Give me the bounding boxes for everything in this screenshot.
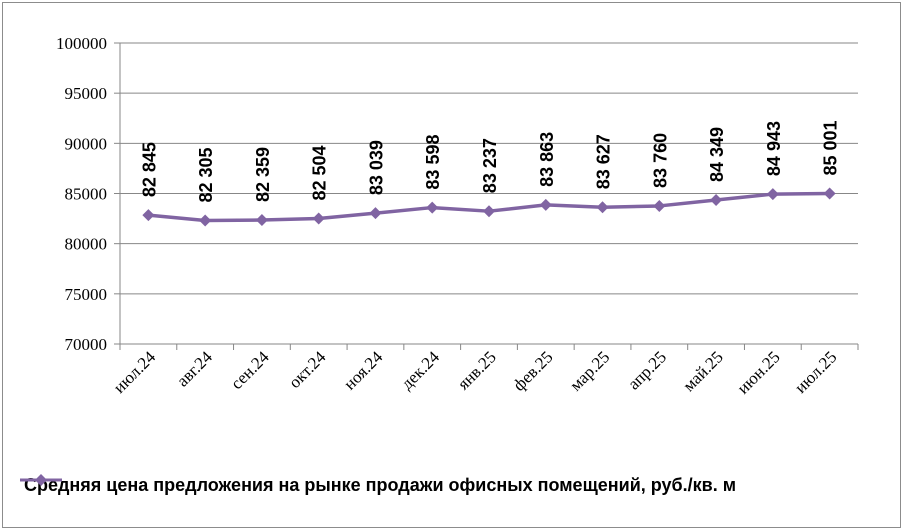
data-label: 84 943 [764,121,784,176]
series-markers [142,187,836,227]
data-point-marker [539,198,552,211]
data-label: 83 627 [594,134,614,189]
data-labels: 82 845 82 305 82 359 82 504 83 039 83 598 83 2… [139,120,840,202]
data-label: 82 504 [310,145,330,200]
data-point-marker [142,209,155,222]
data-label: 83 598 [423,135,443,190]
y-tick-label: 85000 [65,185,108,204]
data-point-marker [199,214,212,227]
data-label: 82 305 [196,147,216,202]
y-tick-label: 90000 [65,134,108,153]
data-label: 82 359 [253,147,273,202]
x-tick-label: май.25 [679,347,727,395]
x-tick-label: окт.24 [285,347,330,392]
data-point-marker [483,205,495,218]
data-label: 83 237 [480,138,500,193]
y-axis-ticks: 70000 75000 80000 85000 90000 95000 100000 [56,34,120,354]
y-tick-label: 75000 [65,285,108,304]
x-tick-label: сен.24 [227,347,273,393]
y-tick-label: 95000 [65,84,108,103]
legend-marker-icon [20,474,62,486]
legend: Средняя цена предложения на рынке продаж… [18,470,736,500]
data-point-marker [369,207,382,220]
x-tick-label: мар.25 [566,347,613,394]
x-axis-ticks: июл.24 авг.24 сен.24 окт.24 ноя.24 дек.24 янв.… [110,344,859,398]
legend-label: Средняя цена предложения на рынке продаж… [24,474,737,495]
y-tick-label: 70000 [65,335,108,354]
x-tick-label: июн.25 [733,347,783,397]
data-point-marker [653,199,666,212]
data-point-marker [596,201,609,214]
data-label: 85 001 [821,120,841,175]
y-tick-label: 80000 [65,235,108,254]
x-tick-label: апр.25 [624,347,670,393]
gridlines [120,42,858,295]
x-tick-label: авг.24 [173,347,216,390]
data-point-marker [710,194,723,207]
x-tick-label: июл.25 [791,347,841,397]
data-point-marker [823,187,836,200]
data-label: 83 760 [650,133,670,188]
x-tick-label: фев.25 [509,347,556,394]
data-label: 82 845 [139,142,159,197]
data-label: 84 349 [707,127,727,182]
data-label: 83 863 [537,132,557,187]
data-point-marker [255,213,268,226]
data-point-marker [312,212,325,225]
data-label: 83 039 [366,140,386,195]
data-point-marker [426,201,439,214]
x-tick-label: янв.25 [454,347,500,393]
data-point-marker [766,188,779,201]
x-tick-label: июл.24 [110,347,160,397]
y-tick-label: 100000 [56,34,107,53]
x-tick-label: ноя.24 [340,347,387,394]
x-tick-label: дек.24 [397,347,443,393]
